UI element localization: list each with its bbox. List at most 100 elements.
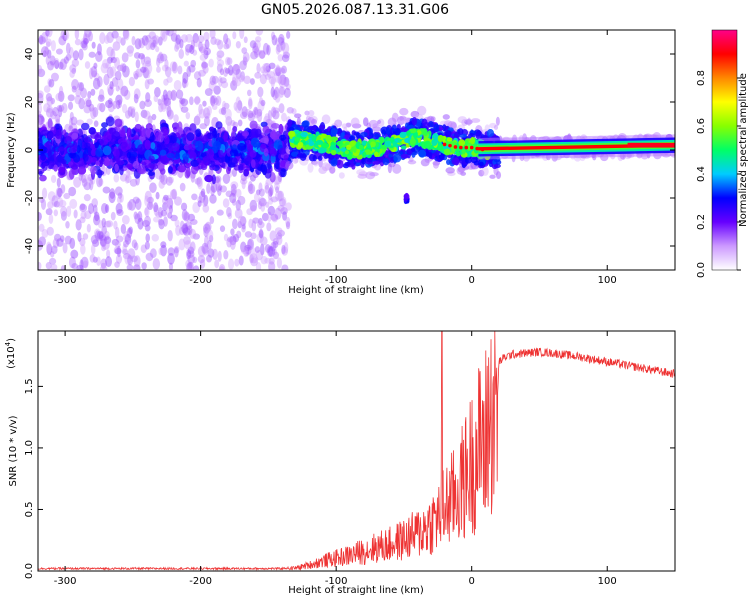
spectrogram-cell xyxy=(393,154,402,163)
spectrogram-cell xyxy=(203,194,209,207)
spectrogram-cell xyxy=(308,110,315,117)
spectrogram-cell xyxy=(128,226,133,235)
spectrogram-cell xyxy=(167,165,173,174)
spectrogram-cell xyxy=(428,151,433,159)
spectrogram-cell xyxy=(278,147,287,155)
snr-y-tick-label: 1.5 xyxy=(24,378,35,394)
spectrogram-cell xyxy=(157,206,164,219)
spectrogram-cell xyxy=(189,96,194,106)
spectrogram-cell xyxy=(400,119,408,124)
spectrogram-cell xyxy=(122,65,130,78)
spectrogram-cell xyxy=(54,114,61,123)
spectrogram-cell xyxy=(229,235,237,246)
spectrogram-cell xyxy=(197,34,205,44)
spectrogram-cell xyxy=(250,137,260,147)
spectrogram-cell xyxy=(243,36,248,44)
spectrogram-cell xyxy=(115,254,123,264)
spectrogram-cell xyxy=(163,97,172,107)
spectrogram-cell xyxy=(352,145,357,153)
spectrogram-cell xyxy=(442,142,447,147)
spectrogram-cell xyxy=(185,112,191,120)
spectrogram-cell xyxy=(147,115,153,125)
spectrogram-cell xyxy=(182,153,190,160)
spectrogram-cell xyxy=(192,256,198,264)
spectrogram-cell xyxy=(106,46,114,57)
spectrogram-cell xyxy=(278,85,285,98)
spectrogram-cell xyxy=(135,198,142,210)
spectrogram-cell xyxy=(93,214,101,226)
spectrogram-cell xyxy=(166,90,173,101)
spectrogram-cell xyxy=(330,149,337,156)
spectrogram-cell xyxy=(197,177,203,190)
spectrogram-cell xyxy=(262,42,270,55)
spectrogram-cell xyxy=(172,30,177,37)
spectrogram-cell xyxy=(82,260,89,269)
spectrogram-cell xyxy=(411,147,416,153)
spectrogram-cell xyxy=(153,204,160,217)
spectrogram-cell xyxy=(44,46,49,54)
spectrogram-cell xyxy=(95,51,103,62)
spectrogram-cell xyxy=(262,63,270,71)
spectrogram-cell xyxy=(167,176,175,184)
spectrogram-cell xyxy=(227,236,234,243)
spectrogram-cell xyxy=(77,166,87,175)
spectrogram-cell xyxy=(73,176,82,188)
spectrogram-cell xyxy=(75,88,82,98)
spectrogram-cell xyxy=(207,239,212,250)
spectrogram-cell xyxy=(83,37,89,45)
spectrogram-y-tick-label: 40 xyxy=(24,48,35,61)
spectrogram-cell xyxy=(258,217,263,226)
spectrogram-cell xyxy=(116,64,124,72)
spectrogram-cell xyxy=(155,211,163,218)
spectrogram-cell xyxy=(151,233,159,242)
colorbar-tick-label: 0.0 xyxy=(696,262,707,278)
spectrogram-cell xyxy=(195,128,202,137)
spectrogram-cell xyxy=(192,32,199,44)
spectrogram-cell xyxy=(45,208,53,216)
spectrogram-cell xyxy=(259,74,267,85)
spectrogram-cell xyxy=(325,147,331,153)
spectrogram-cell xyxy=(117,192,123,199)
spectrogram-cell xyxy=(228,162,236,168)
spectrogram-cell xyxy=(217,250,222,262)
spectrogram-cell xyxy=(278,123,284,135)
spectrogram-cell xyxy=(400,145,407,150)
spectrogram-cell xyxy=(283,242,289,254)
spectrogram-cell xyxy=(260,202,266,212)
spectrogram-cell xyxy=(489,174,496,179)
spectrogram-cell xyxy=(294,113,302,119)
spectrogram-cell xyxy=(133,52,141,59)
spectrogram-cell xyxy=(243,168,250,177)
spectrogram-cell xyxy=(328,165,336,175)
spectrogram-cell xyxy=(90,234,99,245)
spectrogram-cell xyxy=(240,247,248,255)
spectrogram-cell xyxy=(214,259,220,269)
spectrogram-cell xyxy=(464,156,472,164)
spectrogram-cell xyxy=(45,93,53,102)
spectrogram-y-tick-label: -20 xyxy=(24,190,35,206)
spectrogram-cell xyxy=(50,72,59,82)
spectrogram-cell xyxy=(90,244,96,255)
spectrogram-cell xyxy=(209,75,216,86)
spectrogram-cell xyxy=(97,103,103,111)
spectrogram-cell xyxy=(157,98,162,106)
spectrogram-cell xyxy=(400,153,409,159)
spectrogram-cell xyxy=(270,106,277,118)
spectrogram-cell xyxy=(96,76,103,88)
spectrogram-cell xyxy=(196,113,201,121)
spectrogram-cell xyxy=(209,126,215,132)
spectrogram-cell xyxy=(127,248,136,260)
spectrogram-cell xyxy=(144,99,152,108)
spectrogram-cell xyxy=(277,74,283,85)
spectrogram-cell xyxy=(226,206,232,218)
spectrogram-cell xyxy=(246,239,253,251)
spectrogram-cell xyxy=(275,64,281,73)
spectrogram-cell xyxy=(250,232,257,240)
spectrogram-cell xyxy=(237,215,245,226)
spectrogram-cell xyxy=(255,249,263,261)
spectrogram-cell xyxy=(58,61,64,70)
spectrogram-cell xyxy=(227,65,234,76)
spectrogram-cell xyxy=(53,209,59,217)
spectrogram-cell xyxy=(209,216,215,225)
spectrogram-cell xyxy=(116,196,122,204)
